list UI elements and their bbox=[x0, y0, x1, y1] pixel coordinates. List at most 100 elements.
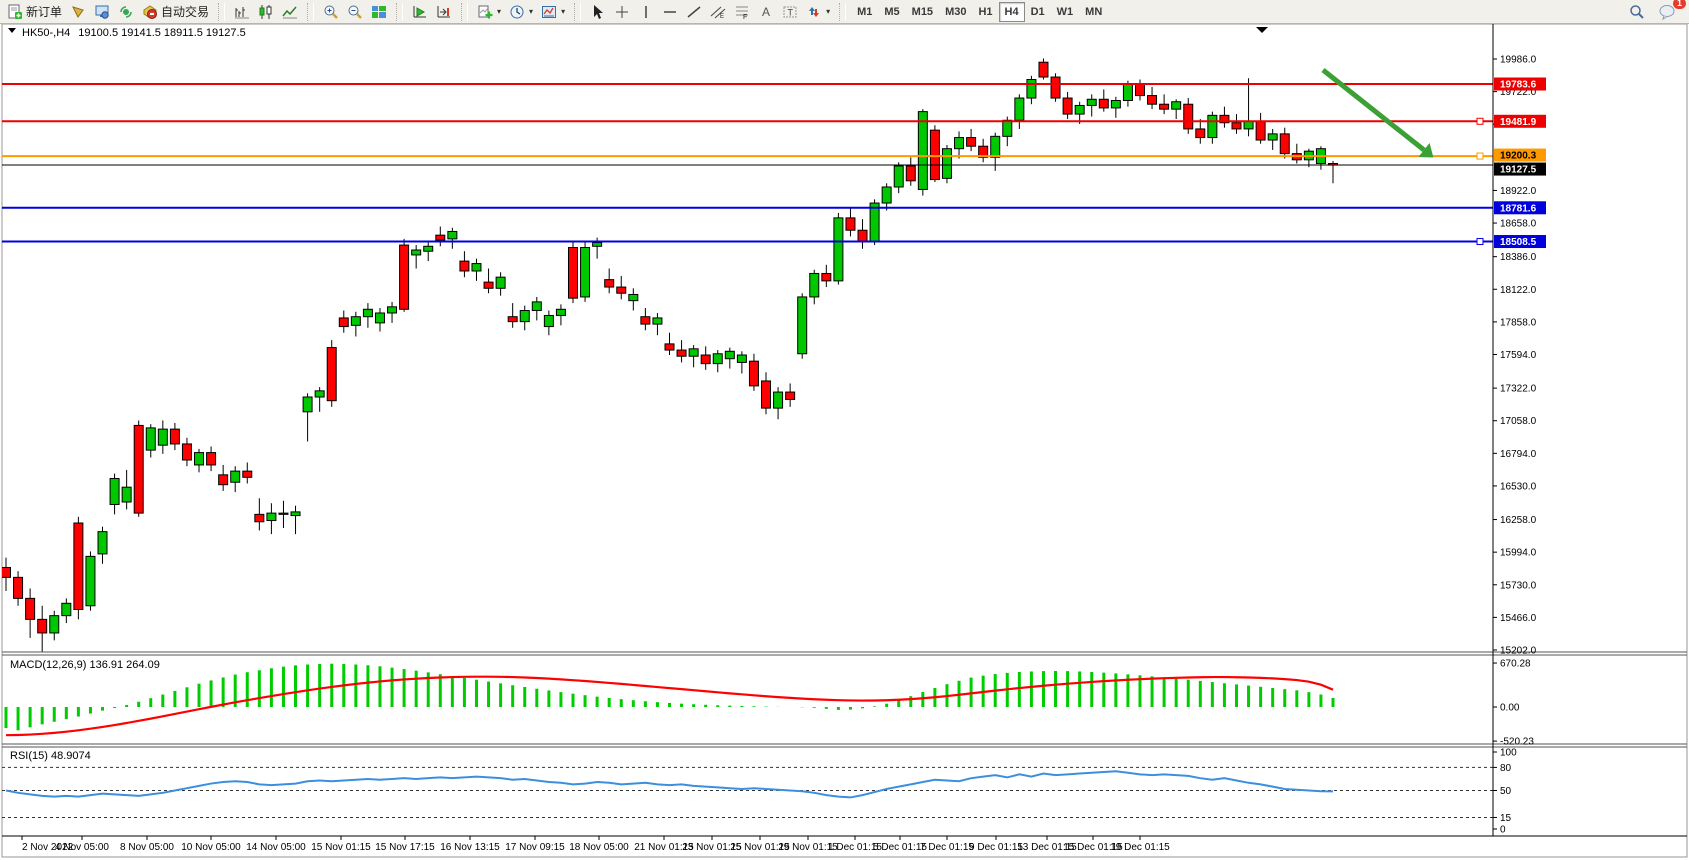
toolbar-group-trade: 新订单 自动交易 bbox=[0, 0, 216, 23]
rsi-layer bbox=[2, 766, 1493, 818]
toolbar-separator bbox=[218, 2, 226, 21]
arrows-button-dropdown-caret[interactable]: ▾ bbox=[826, 7, 831, 16]
time-axis-label: 1 Dec 01:15 bbox=[828, 842, 882, 853]
chart-canvas[interactable]: 19986.019722.019458.018922.018658.018386… bbox=[0, 23, 1689, 860]
rsi-label: RSI(15) 48.9074 bbox=[10, 750, 91, 762]
text-label-button[interactable]: T bbox=[778, 1, 802, 23]
time-axis-label: 15 Nov 17:15 bbox=[375, 842, 435, 853]
terminal-button[interactable] bbox=[90, 1, 114, 23]
timeframe-h4-button[interactable]: H4 bbox=[998, 1, 1025, 22]
zoom-in-button[interactable] bbox=[319, 1, 343, 23]
time-axis-label: 15 Dec 01:15 bbox=[1063, 842, 1123, 853]
autotrade-icon bbox=[142, 4, 158, 20]
current-price-label: 19127.5 bbox=[1500, 165, 1537, 176]
templates-button-dropdown-caret[interactable]: ▾ bbox=[561, 7, 566, 16]
zoom-out-button[interactable] bbox=[343, 1, 367, 23]
price-tick-label: 16794.0 bbox=[1500, 449, 1537, 460]
arrow-annotation-head[interactable] bbox=[1418, 142, 1434, 158]
price-tick-label: 15466.0 bbox=[1500, 613, 1537, 624]
periods-button-dropdown-caret[interactable]: ▾ bbox=[529, 7, 534, 16]
autotrading-button[interactable]: 自动交易 bbox=[138, 1, 213, 23]
fibonacci-button[interactable]: F bbox=[730, 1, 754, 23]
vertical-line-button[interactable] bbox=[634, 1, 658, 23]
hline-price-label-19200.3-box bbox=[1494, 148, 1546, 162]
timeframe-m15-button[interactable]: M15 bbox=[911, 5, 934, 18]
price-tick-label: 17594.0 bbox=[1500, 350, 1537, 361]
horizontal-line-button[interactable] bbox=[658, 1, 682, 23]
timeframe-m1-button[interactable]: M1 bbox=[857, 5, 873, 18]
line-chart-button[interactable] bbox=[278, 1, 302, 23]
strategy-tester-button[interactable] bbox=[114, 1, 138, 23]
chart-window[interactable]: 19986.019722.019458.018922.018658.018386… bbox=[0, 23, 1689, 860]
rsi-axis-label: 15 bbox=[1500, 813, 1512, 824]
toolbar-group-insert: ▾ ▾ ▾ bbox=[470, 0, 572, 23]
time-axis-label: 21 Nov 01:15 bbox=[634, 842, 694, 853]
plus-green-icon bbox=[477, 4, 493, 20]
periods-button[interactable]: ▾ bbox=[505, 1, 537, 23]
indicators-button-dropdown-caret[interactable]: ▾ bbox=[497, 7, 502, 16]
time-axis-label: 9 Dec 01:15 bbox=[969, 842, 1023, 853]
timeframe-w1-button[interactable]: W1 bbox=[1056, 5, 1074, 18]
svg-text:T: T bbox=[788, 7, 794, 17]
fibo-icon: F bbox=[734, 4, 750, 20]
hline-handle-19481.9[interactable] bbox=[1476, 117, 1484, 125]
price-tick-label: 17858.0 bbox=[1500, 317, 1537, 328]
chart-shift-marker[interactable] bbox=[1256, 27, 1268, 33]
timeframe-d1-button[interactable]: D1 bbox=[1030, 5, 1045, 18]
bar-chart-button[interactable] bbox=[230, 1, 254, 23]
chart-shift-button[interactable] bbox=[432, 1, 456, 23]
charts-button[interactable] bbox=[66, 1, 90, 23]
svg-text:E: E bbox=[720, 14, 724, 20]
toolbar-separator bbox=[461, 2, 469, 21]
trendline-button[interactable] bbox=[682, 1, 706, 23]
price-tick-label: 16258.0 bbox=[1500, 515, 1537, 526]
timeframe-h1-button[interactable]: H1 bbox=[978, 5, 993, 18]
indicators-button[interactable]: ▾ bbox=[473, 1, 505, 23]
chart-frame bbox=[1, 23, 1688, 858]
hline-price-label-19783.6-box bbox=[1494, 77, 1546, 91]
time-axis-label: 19 Dec 01:15 bbox=[1110, 842, 1170, 853]
timeframe-m5-button[interactable]: M5 bbox=[884, 5, 900, 18]
time-axis-label: 8 Nov 05:00 bbox=[120, 842, 174, 853]
new-order-button[interactable]: 新订单 bbox=[3, 1, 66, 23]
hline-handle-18508.5[interactable] bbox=[1476, 238, 1484, 246]
templates-button[interactable]: ▾ bbox=[537, 1, 569, 23]
candles-chart-icon bbox=[258, 4, 274, 20]
hline-price-label-19481.9: 19481.9 bbox=[1500, 117, 1537, 128]
toolbar: 新订单 自动交易 ▾ ▾ ▾ E F A T ▾ M1 M5 M15 M30 H1 H4 D1 W1 MN 1 bbox=[0, 0, 1689, 24]
notifications-button[interactable]: 1 bbox=[1655, 0, 1686, 23]
time-axis-label: 23 Nov 01:15 bbox=[682, 842, 742, 853]
tile-windows-button[interactable] bbox=[367, 1, 391, 23]
arrows-button[interactable]: ▾ bbox=[802, 1, 834, 23]
toolbar-group-zoom bbox=[316, 0, 394, 23]
toolbar-separator bbox=[307, 2, 315, 21]
time-axis-label: 18 Nov 05:00 bbox=[569, 842, 629, 853]
arrow-annotation[interactable] bbox=[1321, 68, 1426, 152]
timeframe-m30-button[interactable]: M30 bbox=[945, 5, 967, 18]
macd-layer bbox=[4, 663, 1335, 737]
search-button[interactable] bbox=[1625, 1, 1649, 23]
timeframe-mn-button[interactable]: MN bbox=[1085, 5, 1103, 18]
text-button[interactable]: A bbox=[754, 1, 778, 23]
hline-handle-19200.3[interactable] bbox=[1476, 152, 1484, 160]
toolbar-separator bbox=[839, 2, 847, 21]
candlestick-chart-button[interactable] bbox=[254, 1, 278, 23]
toolbar-group-chart-type bbox=[227, 0, 305, 23]
crosshair-button[interactable] bbox=[610, 1, 634, 23]
cursor-button[interactable] bbox=[586, 1, 610, 23]
gold-cone-icon bbox=[70, 4, 86, 20]
shift-icon bbox=[436, 4, 452, 20]
auto-scroll-button[interactable] bbox=[408, 1, 432, 23]
symbol-dropdown-icon[interactable] bbox=[8, 28, 16, 33]
notification-badge: 1 bbox=[1672, 0, 1686, 9]
hline-price-label-18508.5: 18508.5 bbox=[1500, 237, 1537, 248]
equidistant-channel-button[interactable]: E bbox=[706, 1, 730, 23]
cursor-icon bbox=[590, 4, 606, 20]
vline-icon bbox=[638, 4, 654, 20]
rsi-axis-label: 50 bbox=[1500, 786, 1512, 797]
svg-text:A: A bbox=[762, 5, 770, 19]
bars-chart-icon bbox=[234, 4, 250, 20]
price-tick-label: 18386.0 bbox=[1500, 252, 1537, 263]
hline-price-label-18781.6-box bbox=[1494, 201, 1546, 215]
price-tick-label: 15202.0 bbox=[1500, 646, 1537, 657]
